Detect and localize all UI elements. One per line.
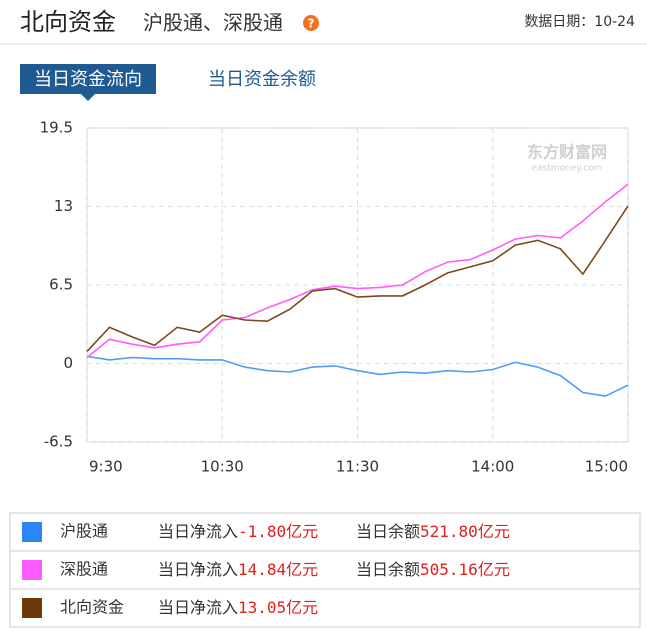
legend-stat: 当日余额505.16亿元 — [356, 560, 510, 579]
stat-label: 当日净流入 — [158, 522, 238, 541]
legend-stat: 当日净流入-1.80亿元 — [158, 522, 318, 541]
data-date: 数据日期：10-24 — [524, 14, 635, 30]
legend-stat: 当日净流入13.05亿元 — [158, 598, 318, 617]
legend-name: 深股通 — [60, 560, 108, 579]
stat-value: -1.80亿元 — [238, 522, 318, 541]
stat-label: 当日余额 — [356, 522, 420, 541]
y-tick-label: -6.5 — [44, 433, 73, 451]
stat-value: 14.84亿元 — [238, 560, 318, 579]
help-icon[interactable] — [303, 15, 319, 31]
x-tick-label: 14:00 — [471, 458, 514, 476]
y-tick-label: 6.5 — [49, 276, 73, 294]
stat-label: 当日净流入 — [158, 560, 238, 579]
legend-swatch — [22, 560, 42, 580]
help-icon-glyph: ? — [308, 17, 315, 31]
series-line — [86, 205, 629, 352]
tab-label[interactable]: 当日资金余额 — [208, 69, 316, 90]
legend-swatch — [22, 522, 42, 542]
watermark: 东方财富网 — [527, 143, 607, 162]
legend-stat: 当日净流入14.84亿元 — [158, 560, 318, 579]
legend-name: 北向资金 — [60, 598, 124, 617]
stat-label: 当日余额 — [356, 560, 420, 579]
legend-stat: 当日余额521.80亿元 — [356, 522, 510, 541]
stat-label: 当日净流入 — [158, 598, 238, 617]
series-line — [86, 355, 629, 397]
page-subtitle: 沪股通、深股通 — [143, 11, 283, 35]
legend-table — [9, 512, 641, 628]
x-tick-label: 10:30 — [201, 458, 244, 476]
tab-active[interactable] — [20, 64, 156, 94]
y-tick-label: 0 — [63, 354, 73, 372]
tab-label[interactable]: 当日资金流向 — [34, 69, 142, 90]
series-line — [86, 183, 629, 359]
legend-name: 沪股通 — [60, 522, 108, 541]
y-tick-label: 13 — [54, 197, 73, 215]
stat-value: 13.05亿元 — [238, 598, 318, 617]
x-tick-label: 11:30 — [336, 458, 379, 476]
watermark-sub: eastmoney.com — [532, 164, 603, 174]
page-title: 北向资金 — [20, 8, 116, 36]
stat-value: 521.80亿元 — [420, 522, 510, 541]
x-tick-label: 9:30 — [89, 458, 123, 476]
x-tick-label: 15:00 — [585, 458, 628, 476]
stat-value: 505.16亿元 — [420, 560, 510, 579]
tab-pointer — [81, 94, 95, 101]
legend-swatch — [22, 598, 42, 618]
y-tick-label: 19.5 — [40, 119, 73, 137]
